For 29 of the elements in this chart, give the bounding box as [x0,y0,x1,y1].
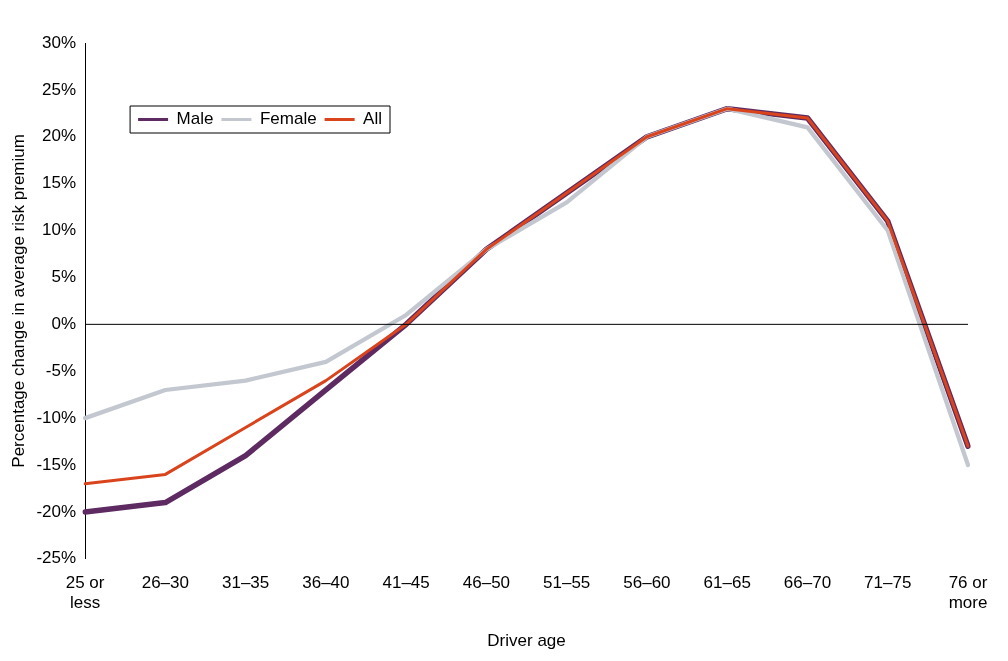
y-tick-label: 25% [42,79,77,99]
x-tick-label: 56–60 [623,572,671,592]
x-tick-label: 36–40 [302,572,350,592]
x-axis-title: Driver age [487,631,566,651]
y-tick-label: -10% [36,407,77,427]
legend-label: All [363,109,383,129]
x-tick-label: 51–55 [543,572,591,592]
y-tick-label: -5% [45,360,77,380]
x-tick-label: 25 or less [65,572,105,613]
y-tick-label: -20% [36,501,77,521]
x-tick-label: 26–30 [141,572,189,592]
y-tick-label: 10% [42,220,77,240]
y-tick-label: 15% [42,173,77,193]
y-tick-label: 5% [51,267,77,287]
legend-label: Male [176,109,214,129]
x-tick-label: 71–75 [864,572,912,592]
y-axis-title: Percentage change in average risk premium [8,134,28,468]
legend-label: Female [259,109,317,129]
x-tick-label: 76 or more [948,572,988,613]
y-tick-label: 0% [51,314,77,334]
y-tick-label: -15% [36,454,77,474]
y-tick-label: 30% [42,32,77,52]
x-tick-label: 41–45 [382,572,430,592]
y-tick-label: 20% [42,126,77,146]
x-tick-label: 61–65 [703,572,751,592]
x-tick-label: 46–50 [462,572,511,592]
x-tick-label: 66–70 [783,572,832,592]
y-tick-label: -25% [36,548,77,568]
x-tick-label: 31–35 [221,572,270,592]
